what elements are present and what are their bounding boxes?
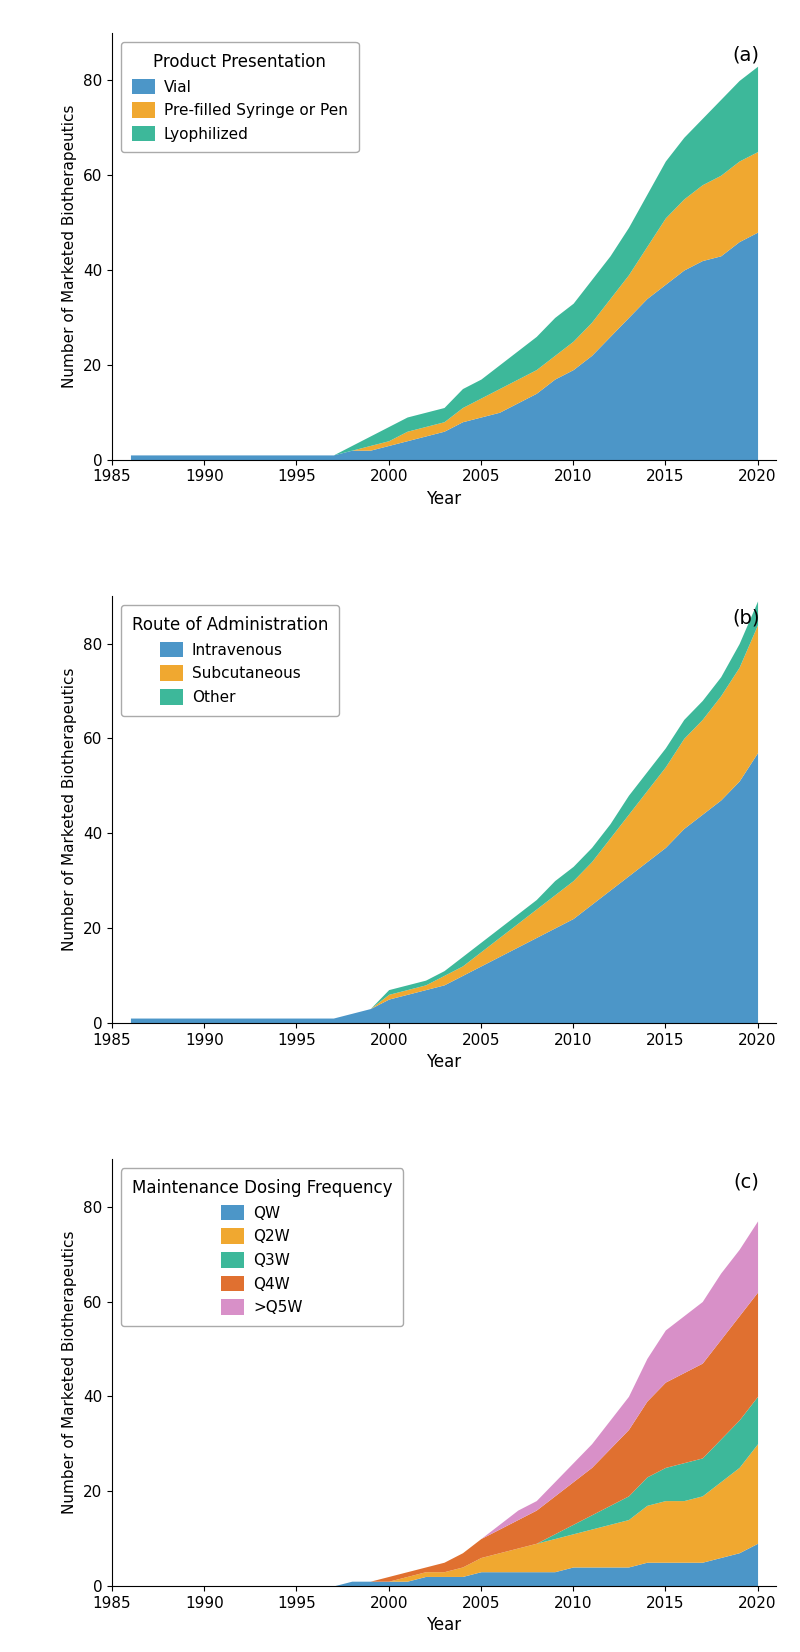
X-axis label: Year: Year <box>426 491 462 507</box>
X-axis label: Year: Year <box>426 1616 462 1634</box>
Y-axis label: Number of Marketed Biotherapeutics: Number of Marketed Biotherapeutics <box>62 1231 78 1515</box>
Legend: Vial, Pre-filled Syringe or Pen, Lyophilized: Vial, Pre-filled Syringe or Pen, Lyophil… <box>121 43 358 152</box>
Text: (c): (c) <box>734 1173 759 1191</box>
Y-axis label: Number of Marketed Biotherapeutics: Number of Marketed Biotherapeutics <box>62 104 78 388</box>
Y-axis label: Number of Marketed Biotherapeutics: Number of Marketed Biotherapeutics <box>62 667 78 952</box>
Legend: Intravenous, Subcutaneous, Other: Intravenous, Subcutaneous, Other <box>121 605 339 715</box>
X-axis label: Year: Year <box>426 1052 462 1070</box>
Text: (a): (a) <box>733 46 759 64</box>
Text: (b): (b) <box>732 610 759 628</box>
Legend: QW, Q2W, Q3W, Q4W, >Q5W: QW, Q2W, Q3W, Q4W, >Q5W <box>121 1168 403 1327</box>
